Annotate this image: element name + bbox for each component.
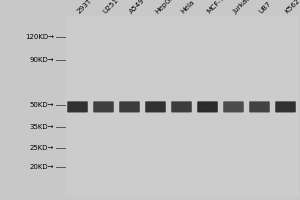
- FancyBboxPatch shape: [72, 105, 83, 109]
- Text: HepG2: HepG2: [154, 0, 176, 15]
- FancyBboxPatch shape: [254, 105, 266, 109]
- Text: MCF-7: MCF-7: [206, 0, 226, 15]
- Text: Jurkat: Jurkat: [232, 0, 251, 15]
- FancyBboxPatch shape: [93, 101, 114, 112]
- Text: A549: A549: [128, 0, 146, 15]
- FancyBboxPatch shape: [228, 105, 239, 109]
- Text: 25KD→: 25KD→: [30, 145, 54, 151]
- Bar: [64, 16, 298, 196]
- FancyBboxPatch shape: [119, 101, 140, 112]
- Text: 50KD→: 50KD→: [29, 102, 54, 108]
- FancyBboxPatch shape: [98, 105, 110, 109]
- Text: K562: K562: [284, 0, 300, 15]
- FancyBboxPatch shape: [202, 105, 213, 109]
- Text: 120KD→: 120KD→: [25, 34, 54, 40]
- FancyBboxPatch shape: [223, 101, 244, 112]
- Text: U87: U87: [258, 1, 272, 15]
- FancyBboxPatch shape: [249, 101, 270, 112]
- Text: U251: U251: [102, 0, 120, 15]
- FancyBboxPatch shape: [280, 105, 291, 109]
- FancyBboxPatch shape: [275, 101, 296, 112]
- Text: Hela: Hela: [180, 0, 196, 15]
- Text: 293T: 293T: [76, 0, 93, 15]
- FancyBboxPatch shape: [145, 101, 166, 112]
- Text: 35KD→: 35KD→: [29, 124, 54, 130]
- Text: 90KD→: 90KD→: [29, 57, 54, 63]
- FancyBboxPatch shape: [171, 101, 192, 112]
- FancyBboxPatch shape: [197, 101, 218, 112]
- FancyBboxPatch shape: [67, 101, 88, 112]
- FancyBboxPatch shape: [176, 105, 188, 109]
- Text: 20KD→: 20KD→: [29, 164, 54, 170]
- FancyBboxPatch shape: [124, 105, 135, 109]
- FancyBboxPatch shape: [150, 105, 161, 109]
